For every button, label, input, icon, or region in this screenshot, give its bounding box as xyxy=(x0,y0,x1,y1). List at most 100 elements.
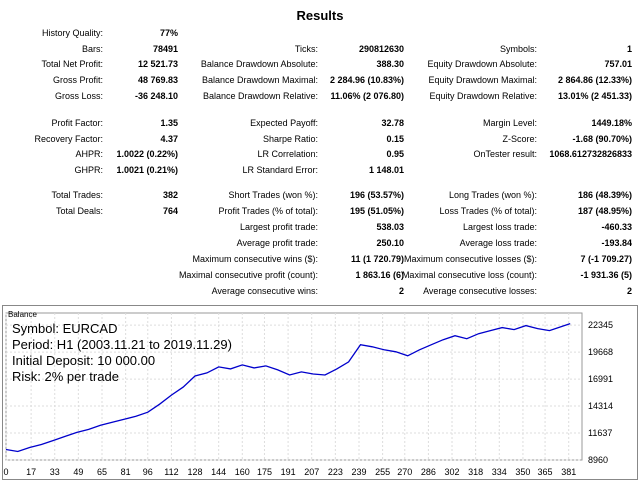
col3-label: Long Trades (won %): xyxy=(448,190,537,200)
col2-value: 196 (53.57%) xyxy=(349,190,404,200)
col3-value: -193.84 xyxy=(601,238,632,248)
col1-value: 764 xyxy=(162,206,178,216)
x-tick-label: 350 xyxy=(515,467,530,477)
y-tick-label: 16991 xyxy=(588,374,613,384)
col3-label: Equity Drawdown Relative: xyxy=(429,91,537,101)
x-tick-label: 318 xyxy=(468,467,483,477)
col2-label: Maximal consecutive profit (count): xyxy=(178,270,318,280)
col3-value: -460.33 xyxy=(601,222,632,232)
col1-value: 12 521.73 xyxy=(137,59,178,69)
col1-value: 78491 xyxy=(152,44,178,54)
col2-value: 0.95 xyxy=(386,149,404,159)
col2-value: 0.15 xyxy=(386,134,404,144)
col2-label: Average profit trade: xyxy=(236,238,318,248)
col3-value: 187 (48.95%) xyxy=(577,206,632,216)
x-tick-label: 286 xyxy=(421,467,436,477)
col1-value: 1.0021 (0.21%) xyxy=(116,165,178,175)
col1-label: Total Deals: xyxy=(55,206,103,216)
col2-value: 1 148.01 xyxy=(368,165,404,175)
x-tick-label: 96 xyxy=(143,467,153,477)
balance-line xyxy=(5,322,571,453)
x-tick-label: 17 xyxy=(26,467,36,477)
col1-value: 77% xyxy=(159,28,178,38)
col1-label: AHPR: xyxy=(75,149,103,159)
col1-label: Bars: xyxy=(81,44,103,54)
col3-label: Loss Trades (% of total): xyxy=(439,206,537,216)
col1-value: 382 xyxy=(162,190,178,200)
x-tick-label: 0 xyxy=(3,467,8,477)
chart-title: Balance xyxy=(8,310,37,319)
col2-label: Expected Payoff: xyxy=(250,118,318,128)
x-tick-label: 255 xyxy=(375,467,390,477)
col2-value: 11 (1 720.79) xyxy=(350,254,404,264)
col3-label: Largest loss trade: xyxy=(462,222,537,232)
col2-value: 388.30 xyxy=(376,59,404,69)
x-tick-label: 270 xyxy=(397,467,412,477)
col1-label: Gross Loss: xyxy=(54,91,103,101)
col1-label: Profit Factor: xyxy=(51,118,103,128)
chart-overlay-text: Symbol: EURCAD xyxy=(12,321,117,336)
x-tick-label: 81 xyxy=(121,467,131,477)
col3-label: Average loss trade: xyxy=(459,238,537,248)
y-tick-label: 11637 xyxy=(588,428,612,438)
col3-label: Maximal consecutive loss (count): xyxy=(401,270,537,280)
col3-label: Equity Drawdown Maximal: xyxy=(428,75,537,85)
y-tick-label: 22345 xyxy=(588,320,613,330)
col2-label: Ticks: xyxy=(294,44,318,54)
results-title: Results xyxy=(296,8,344,23)
col1-value: 4.37 xyxy=(160,134,178,144)
col3-value: 7 (-1 709.27) xyxy=(580,254,632,264)
col1-label: Total Trades: xyxy=(51,190,103,200)
col3-label: Average consecutive losses: xyxy=(423,286,537,296)
col2-label: Balance Drawdown Relative: xyxy=(202,91,318,101)
col3-value: 1449.18% xyxy=(591,118,632,128)
col3-value: 13.01% (2 451.33) xyxy=(557,91,632,101)
col3-value: 186 (48.39%) xyxy=(577,190,632,200)
col1-label: GHPR: xyxy=(74,165,103,175)
chart-overlay-text: Initial Deposit: 10 000.00 xyxy=(12,353,155,368)
results-report: Results History Quality: 77% Bars: 78491 Tot… xyxy=(34,8,632,296)
x-tick-label: 223 xyxy=(328,467,343,477)
col2-value: 2 284.96 (10.83%) xyxy=(329,75,404,85)
col2-value: 1 863.16 (6) xyxy=(355,270,404,280)
col3-value: 1 xyxy=(626,44,632,54)
col1-value: 48 769.83 xyxy=(137,75,178,85)
x-tick-label: 65 xyxy=(97,467,107,477)
x-tick-label: 160 xyxy=(235,467,250,477)
col2-value: 250.10 xyxy=(376,238,404,248)
col1-label: Recovery Factor: xyxy=(34,134,103,144)
y-tick-label: 8960 xyxy=(588,455,608,465)
col2-label: Sharpe Ratio: xyxy=(262,134,318,144)
col2-value: 195 (51.05%) xyxy=(349,206,404,216)
col3-value: -1 931.36 (5) xyxy=(580,270,632,280)
col3-label: Equity Drawdown Absolute: xyxy=(427,59,537,69)
col1-value: 1.35 xyxy=(160,118,178,128)
col3-value: 1068.612732826833 xyxy=(549,149,632,159)
col3-label: Maximum consecutive losses ($): xyxy=(403,254,537,264)
col2-label: Largest profit trade: xyxy=(239,222,318,232)
x-tick-label: 175 xyxy=(257,467,272,477)
chart-overlay-text: Period: H1 (2003.11.21 to 2019.11.29) xyxy=(12,337,232,352)
x-tick-label: 365 xyxy=(538,467,553,477)
col3-value: -1.68 (90.70%) xyxy=(572,134,632,144)
x-tick-label: 302 xyxy=(445,467,460,477)
col2-label: Short Trades (won %): xyxy=(228,190,318,200)
col3-label: OnTester result: xyxy=(473,149,537,159)
x-tick-label: 128 xyxy=(188,467,203,477)
col2-value: 11.06% (2 076.80) xyxy=(330,91,404,101)
x-tick-label: 207 xyxy=(304,467,319,477)
x-tick-label: 112 xyxy=(164,467,178,477)
x-tick-label: 144 xyxy=(211,467,226,477)
col3-value: 757.01 xyxy=(604,59,632,69)
col1-label: Gross Profit: xyxy=(52,75,103,85)
col1-value: 1.0022 (0.22%) xyxy=(116,149,178,159)
col1-label: Total Net Profit: xyxy=(41,59,103,69)
col2-label: LR Correlation: xyxy=(257,149,318,159)
col2-label: Balance Drawdown Absolute: xyxy=(200,59,318,69)
col3-label: Margin Level: xyxy=(482,118,537,128)
x-tick-label: 334 xyxy=(492,467,507,477)
col2-value: 32.78 xyxy=(381,118,404,128)
col1-label: History Quality: xyxy=(41,28,103,38)
col3-label: Z-Score: xyxy=(502,134,537,144)
y-tick-label: 14314 xyxy=(588,401,613,411)
